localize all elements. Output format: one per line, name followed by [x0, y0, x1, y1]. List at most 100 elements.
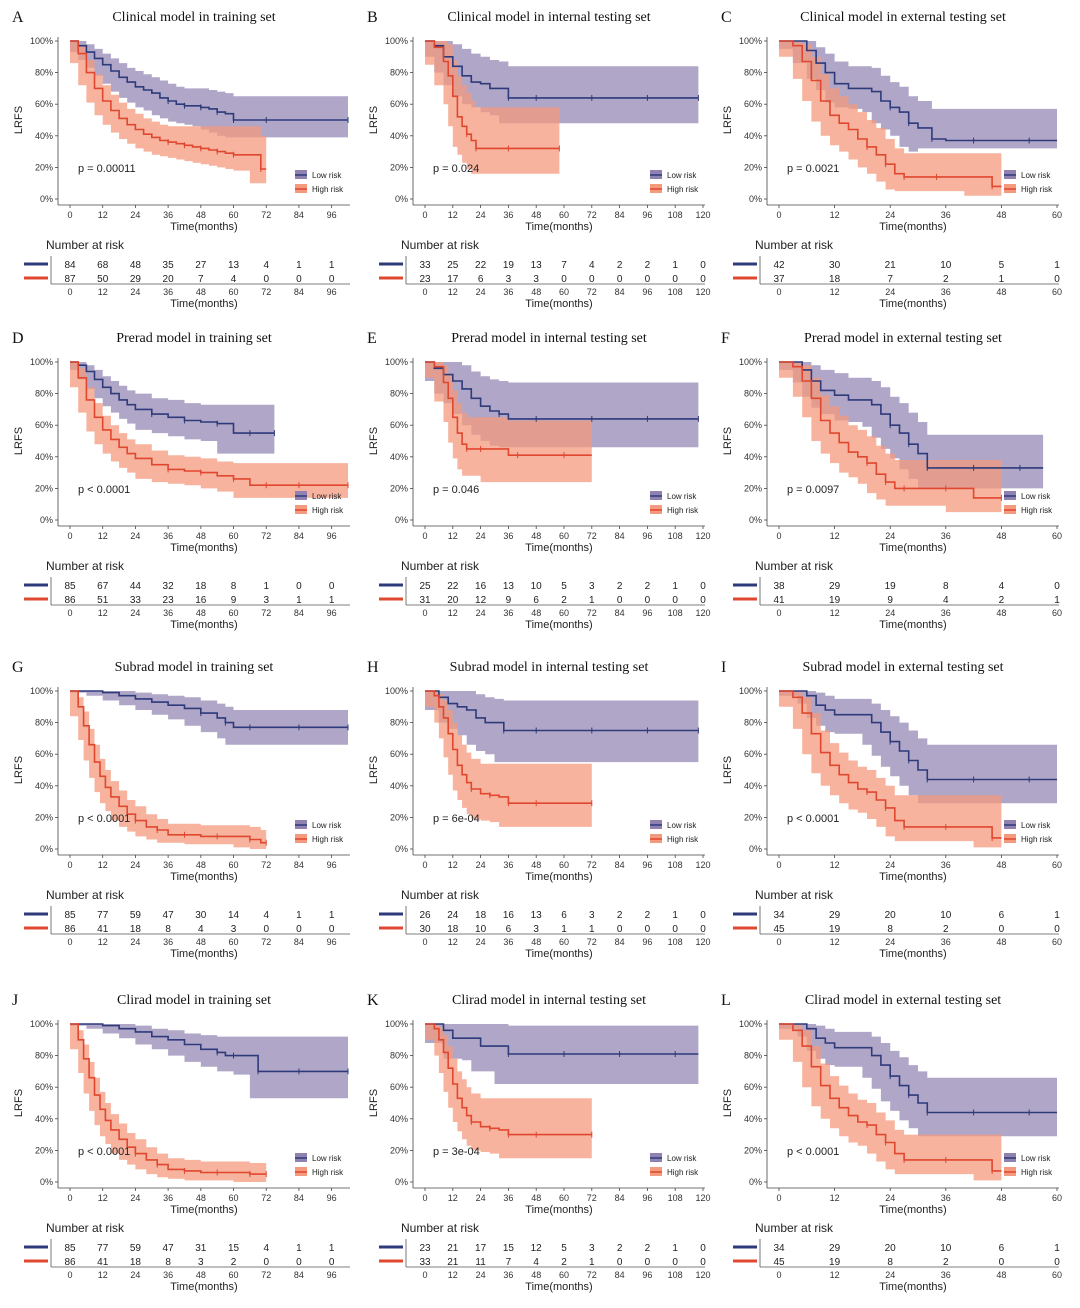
risk-time-label: 48	[531, 1270, 541, 1280]
y-tick-label: 100%	[30, 686, 53, 696]
risk-count-high: 12	[475, 595, 487, 606]
risk-count-high: 7	[506, 1257, 512, 1268]
x-tick-label: 48	[531, 860, 541, 870]
y-tick-label: 80%	[390, 68, 408, 78]
y-tick-label: 80%	[35, 1051, 53, 1061]
legend-label-high: High risk	[667, 835, 699, 844]
panel-letter: H	[367, 659, 379, 676]
risk-count-high: 3	[263, 595, 269, 606]
risk-count-low: 21	[447, 1243, 459, 1254]
legend-label-high: High risk	[1021, 185, 1053, 194]
x-tick-label: 36	[941, 1193, 951, 1203]
risk-count-high: 0	[700, 1257, 706, 1268]
risk-count-high: 86	[64, 924, 76, 935]
x-tick-label: 24	[476, 1193, 486, 1203]
risk-count-low: 0	[329, 581, 335, 592]
x-tick-label: 60	[559, 1193, 569, 1203]
ci-band-low	[70, 691, 348, 745]
x-tick-label: 0	[776, 860, 781, 870]
x-tick-label: 96	[327, 860, 337, 870]
x-axis-label: Time(months)	[879, 1204, 946, 1216]
risk-count-high: 1	[589, 1257, 595, 1268]
x-tick-label: 36	[503, 1193, 513, 1203]
x-tick-label: 72	[261, 210, 271, 220]
risk-time-label: 0	[67, 1270, 72, 1280]
risk-count-low: 16	[475, 581, 487, 592]
x-tick-label: 0	[67, 1193, 72, 1203]
y-tick-label: 20%	[744, 162, 762, 172]
risk-count-low: 5	[999, 260, 1005, 271]
p-value: p < 0.0001	[78, 484, 130, 496]
risk-count-low: 4	[263, 910, 269, 921]
risk-time-label: 12	[830, 608, 840, 618]
survival-curve-high	[779, 1023, 1002, 1172]
x-tick-label: 12	[830, 210, 840, 220]
y-tick-label: 20%	[390, 483, 408, 493]
risk-time-label: 24	[885, 1270, 895, 1280]
risk-count-low: 0	[700, 910, 706, 921]
legend-label-low: Low risk	[667, 492, 697, 501]
risk-count-high: 0	[672, 595, 678, 606]
survival-curve-high	[425, 690, 592, 804]
risk-count-low: 1	[329, 260, 335, 271]
x-axis-label: Time(months)	[170, 1204, 237, 1216]
panel-h: H Subrad model in internal testing set 0% 2…	[367, 659, 711, 960]
legend-label-high: High risk	[312, 835, 344, 844]
risk-count-high: 0	[645, 1257, 651, 1268]
risk-count-low: 1	[672, 260, 678, 271]
risk-count-high: 41	[97, 924, 109, 935]
risk-time-label: 0	[776, 1270, 781, 1280]
x-tick-label: 24	[885, 860, 895, 870]
risk-count-low: 47	[163, 1243, 175, 1254]
x-tick-label: 84	[615, 531, 625, 541]
y-tick-label: 0%	[749, 844, 762, 854]
risk-count-high: 1	[1054, 595, 1060, 606]
x-tick-label: 60	[229, 531, 239, 541]
x-tick-label: 36	[503, 531, 513, 541]
risk-time-label: 24	[885, 937, 895, 947]
ci-band-high	[779, 1024, 1002, 1181]
x-tick-label: 12	[448, 531, 458, 541]
x-tick-label: 24	[130, 531, 140, 541]
risk-time-label: 36	[163, 608, 173, 618]
x-tick-label: 84	[615, 210, 625, 220]
risk-count-high: 7	[198, 274, 204, 285]
y-tick-label: 80%	[744, 718, 762, 728]
x-tick-label: 48	[996, 210, 1006, 220]
risk-table-title: Number at risk	[46, 888, 125, 902]
y-tick-label: 0%	[749, 194, 762, 204]
risk-time-label: 24	[130, 1270, 140, 1280]
risk-count-high: 9	[506, 595, 512, 606]
risk-count-low: 42	[773, 260, 785, 271]
risk-count-low: 1	[329, 1243, 335, 1254]
y-tick-label: 20%	[35, 162, 53, 172]
risk-count-low: 17	[475, 1243, 487, 1254]
x-tick-label: 108	[668, 531, 683, 541]
x-tick-label: 12	[98, 1193, 108, 1203]
risk-count-high: 2	[561, 595, 567, 606]
risk-time-label: 96	[327, 608, 337, 618]
risk-table-title: Number at risk	[401, 1221, 480, 1235]
risk-count-low: 2	[617, 1243, 623, 1254]
panel-k: K Clirad model in internal testing set 0% 2…	[367, 992, 711, 1293]
y-axis-label: LRFS	[722, 1089, 734, 1117]
x-tick-label: 72	[587, 1193, 597, 1203]
risk-count-high: 51	[97, 595, 109, 606]
legend-label-low: Low risk	[667, 171, 697, 180]
risk-count-high: 2	[943, 1257, 949, 1268]
risk-count-low: 48	[130, 260, 142, 271]
risk-time-label: 12	[830, 937, 840, 947]
risk-time-label: 12	[448, 937, 458, 947]
risk-count-low: 18	[475, 910, 487, 921]
risk-time-label: 0	[422, 608, 427, 618]
survival-curve-high	[779, 40, 1002, 188]
risk-count-low: 8	[231, 581, 237, 592]
legend-label-high: High risk	[312, 1168, 344, 1177]
risk-count-low: 19	[503, 260, 515, 271]
y-tick-label: 20%	[390, 1145, 408, 1155]
x-axis-label: Time(months)	[879, 221, 946, 233]
x-tick-label: 84	[294, 210, 304, 220]
x-tick-label: 72	[587, 860, 597, 870]
y-tick-label: 80%	[35, 718, 53, 728]
risk-count-low: 4	[263, 1243, 269, 1254]
